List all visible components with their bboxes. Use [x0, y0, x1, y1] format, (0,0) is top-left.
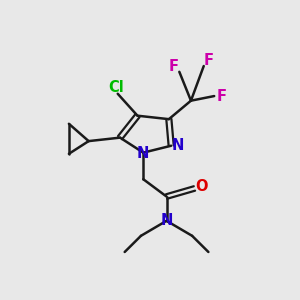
Text: N: N — [137, 146, 149, 161]
Text: F: F — [169, 59, 178, 74]
Text: F: F — [204, 53, 214, 68]
Text: N: N — [172, 138, 184, 153]
Text: N: N — [160, 213, 173, 228]
Text: O: O — [195, 178, 208, 194]
Text: Cl: Cl — [109, 80, 124, 95]
Text: F: F — [217, 88, 227, 104]
